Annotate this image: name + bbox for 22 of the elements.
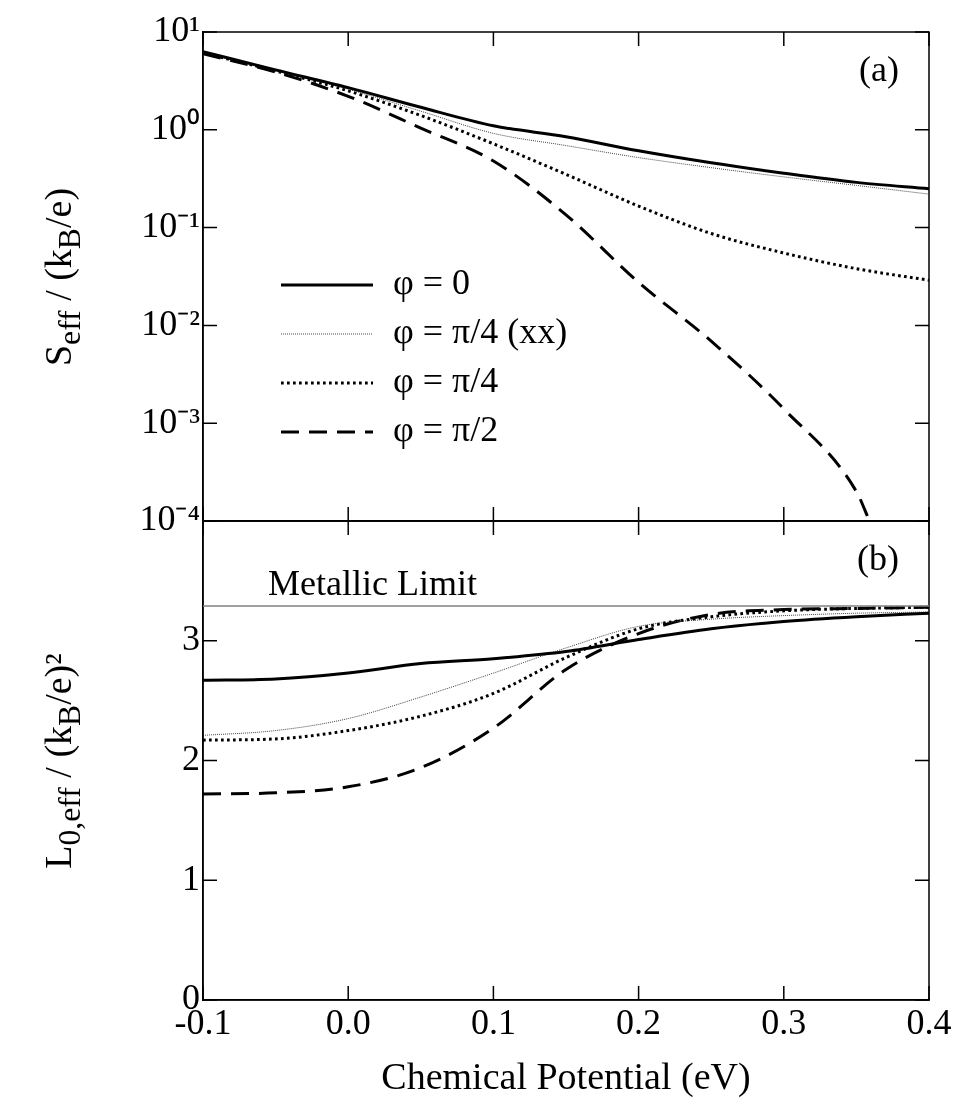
y-tick-label: 1 xyxy=(182,857,200,898)
annotation: (a) xyxy=(859,49,899,90)
x-tick-label: 0.2 xyxy=(616,1002,662,1043)
y-tick-label: 10⁻² xyxy=(141,302,200,343)
y-tick-label: 10⁻¹ xyxy=(141,205,200,246)
x-tick-label: 0.4 xyxy=(906,1002,952,1043)
y-tick-label: 10⁰ xyxy=(151,107,200,148)
y-tick-label: 10⁻⁴ xyxy=(139,498,200,539)
annotation: (b) xyxy=(857,538,899,579)
legend-label: φ = π/4 xyxy=(393,360,499,401)
x-tick-label: 0.0 xyxy=(325,1002,371,1043)
x-axis-title: Chemical Potential (eV) xyxy=(381,1054,751,1098)
y-tick-label: 3 xyxy=(182,618,200,659)
legend-label: φ = 0 xyxy=(393,262,471,303)
ref-line-label: Metallic Limit xyxy=(268,563,477,604)
x-tick-label: 0.1 xyxy=(470,1002,516,1043)
y-tick-label: 10⁻³ xyxy=(141,400,201,441)
legend-label: φ = π/2 xyxy=(393,409,499,450)
y-tick-label: 2 xyxy=(182,737,200,778)
x-tick-label: 0.3 xyxy=(761,1002,807,1043)
y-tick-label: 10¹ xyxy=(153,9,200,50)
legend-label: φ = π/4 (xx) xyxy=(393,311,568,352)
